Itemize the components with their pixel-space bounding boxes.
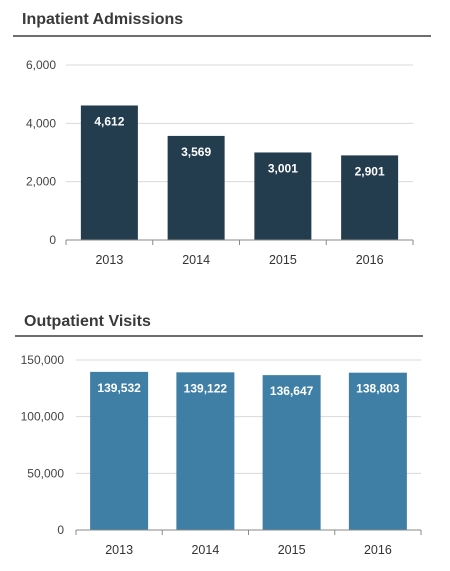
x-tick-label: 2016 xyxy=(356,253,384,267)
x-tick-label: 2015 xyxy=(278,543,306,557)
y-tick-label: 150,000 xyxy=(21,353,65,367)
data-label: 136,647 xyxy=(270,384,314,398)
bar xyxy=(254,152,312,240)
data-label: 3,001 xyxy=(268,161,298,175)
bar xyxy=(262,375,321,530)
x-tick-label: 2015 xyxy=(269,253,297,267)
y-tick-label: 0 xyxy=(49,233,56,247)
data-label: 139,122 xyxy=(184,381,228,395)
data-label: 2,901 xyxy=(355,164,385,178)
bar xyxy=(341,155,399,240)
y-tick-label: 0 xyxy=(57,523,64,537)
bar xyxy=(348,372,407,530)
x-tick-label: 2014 xyxy=(182,253,210,267)
y-tick-label: 2,000 xyxy=(26,175,56,189)
y-tick-label: 100,000 xyxy=(21,410,65,424)
data-label: 4,612 xyxy=(94,114,124,128)
x-tick-label: 2016 xyxy=(364,543,392,557)
chart-title: Outpatient Visits xyxy=(24,313,151,330)
title-divider xyxy=(13,35,431,37)
chart-title: Inpatient Admissions xyxy=(22,11,184,28)
x-tick-label: 2013 xyxy=(95,253,123,267)
bar xyxy=(167,135,225,240)
bar xyxy=(176,372,235,530)
data-label: 138,803 xyxy=(356,382,400,396)
title-divider xyxy=(15,335,423,337)
x-tick-label: 2013 xyxy=(105,543,133,557)
data-label: 3,569 xyxy=(181,145,211,159)
y-tick-label: 4,000 xyxy=(26,116,56,130)
y-tick-label: 6,000 xyxy=(26,58,56,72)
inpatient-admissions-chart: 0 2,000 4,000 6,000 4,612 3,569 3,001 2,901 2013… xyxy=(26,58,414,267)
x-tick-label: 2014 xyxy=(191,543,219,557)
bar xyxy=(90,371,149,530)
bar xyxy=(80,105,138,240)
outpatient-visits-chart: 0 50,000 100,000 150,000 139,532 139,122 136,6… xyxy=(21,353,422,557)
y-tick-label: 50,000 xyxy=(27,466,64,480)
data-label: 139,532 xyxy=(97,381,141,395)
